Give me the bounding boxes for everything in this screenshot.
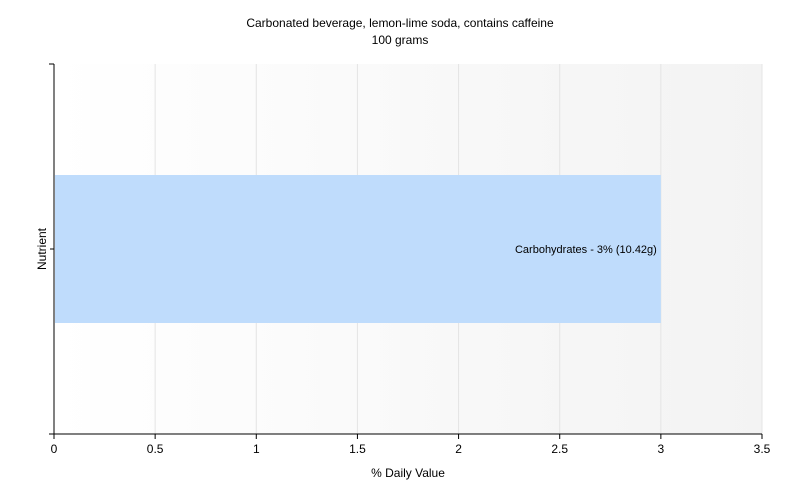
x-tick-label: 1 <box>253 442 260 456</box>
x-tick-label: 2.5 <box>551 442 568 456</box>
x-tick-label: 3 <box>658 442 665 456</box>
x-tick-label: 1.5 <box>349 442 366 456</box>
x-tick-label: 2 <box>455 442 462 456</box>
axes <box>49 63 763 439</box>
x-tick-label: 0 <box>51 442 58 456</box>
bars: Carbohydrates - 3% (10.42g) <box>55 175 661 323</box>
chart-title: Carbonated beverage, lemon-lime soda, co… <box>246 16 554 30</box>
x-axis-title: % Daily Value <box>371 466 445 480</box>
y-axis-title: Nutrient <box>35 227 49 270</box>
x-tick-label: 0.5 <box>147 442 164 456</box>
bar-carbohydrates <box>55 175 661 323</box>
chart-subtitle: 100 grams <box>372 33 429 47</box>
tick-labels: 0 0.5 1 1.5 2 2.5 3 3.5 <box>51 442 771 456</box>
x-tick-label: 3.5 <box>754 442 771 456</box>
bar-data-label: Carbohydrates - 3% (10.42g) <box>515 244 657 256</box>
